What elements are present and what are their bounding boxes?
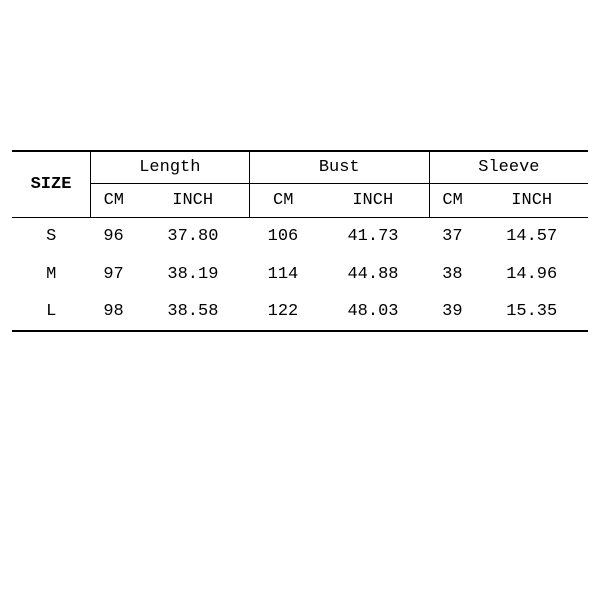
cell-length-cm: 96 (91, 217, 137, 255)
cell-length-in: 38.58 (137, 293, 250, 331)
col-group-length: Length (91, 151, 250, 183)
col-group-sleeve: Sleeve (429, 151, 588, 183)
col-length-inch: INCH (137, 183, 250, 217)
cell-bust-in: 48.03 (317, 293, 430, 331)
cell-sleeve-in: 15.35 (475, 293, 588, 331)
table-row: L 98 38.58 122 48.03 39 15.35 (12, 293, 588, 331)
cell-bust-cm: 122 (249, 293, 317, 331)
col-sleeve-cm: CM (429, 183, 475, 217)
cell-bust-in: 44.88 (317, 255, 430, 293)
col-size-header: SIZE (12, 151, 91, 217)
col-bust-cm: CM (249, 183, 317, 217)
col-length-cm: CM (91, 183, 137, 217)
cell-bust-cm: 114 (249, 255, 317, 293)
cell-size: S (12, 217, 91, 255)
col-bust-inch: INCH (317, 183, 430, 217)
cell-sleeve-cm: 39 (429, 293, 475, 331)
cell-bust-cm: 106 (249, 217, 317, 255)
cell-length-cm: 98 (91, 293, 137, 331)
cell-sleeve-cm: 37 (429, 217, 475, 255)
cell-bust-in: 41.73 (317, 217, 430, 255)
cell-size: L (12, 293, 91, 331)
cell-sleeve-cm: 38 (429, 255, 475, 293)
cell-size: M (12, 255, 91, 293)
cell-length-in: 37.80 (137, 217, 250, 255)
cell-length-in: 38.19 (137, 255, 250, 293)
size-chart: SIZE Length Bust Sleeve CM INCH CM INCH … (12, 150, 588, 332)
cell-sleeve-in: 14.57 (475, 217, 588, 255)
cell-sleeve-in: 14.96 (475, 255, 588, 293)
col-group-bust: Bust (249, 151, 429, 183)
table-row: S 96 37.80 106 41.73 37 14.57 (12, 217, 588, 255)
cell-length-cm: 97 (91, 255, 137, 293)
col-sleeve-inch: INCH (475, 183, 588, 217)
size-table: SIZE Length Bust Sleeve CM INCH CM INCH … (12, 150, 588, 332)
table-row: M 97 38.19 114 44.88 38 14.96 (12, 255, 588, 293)
